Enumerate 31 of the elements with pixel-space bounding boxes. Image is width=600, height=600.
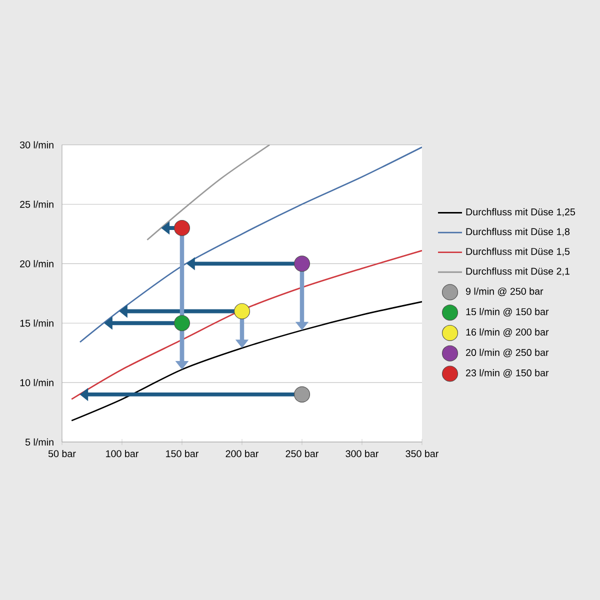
point [174,220,190,236]
x-tick-label: 50 bar [48,450,76,458]
y-tick-label: 25 l/min [20,200,54,208]
x-tick-label: 250 bar [286,450,318,458]
legend-label: Durchfluss mit Düse 1,5 [466,248,570,256]
y-tick-label: 10 l/min [20,378,54,386]
x-tick-label: 100 bar [106,450,139,458]
legend-label: 23 l/min @ 150 bar [466,369,549,378]
legend-label: Durchfluss mit Düse 2,1 [466,268,570,276]
line-series [79,146,422,343]
legend-label: 9 l/min @ 250 bar [466,288,544,296]
legend-label: Durchfluss mit Düse 1,8 [466,228,570,236]
x-tick-label: 300 bar [346,450,378,458]
y-tick-label: 5 l/min [25,438,54,446]
y-tick-label: 30 l/min [20,141,54,148]
point [174,315,190,332]
line-series [70,301,422,422]
legend-label: 20 l/min @ 250 bar [466,348,549,358]
x-tick-label: 200 bar [226,450,258,458]
legend-label: 16 l/min @ 200 bar [466,328,549,337]
y-tick-label: 20 l/min [20,260,54,268]
point [294,386,310,402]
legend-label: 15 l/min @ 150 bar [466,308,549,316]
point [294,256,310,272]
x-tick-label: 150 bar [166,450,198,458]
point [234,303,250,320]
y-tick-label: 15 l/min [20,320,54,327]
line-series [146,144,270,241]
x-tick-label: 350 bar [406,450,438,458]
legend-label: Durchfluss mit Düse 1,25 [466,208,576,217]
line-series [70,250,422,400]
